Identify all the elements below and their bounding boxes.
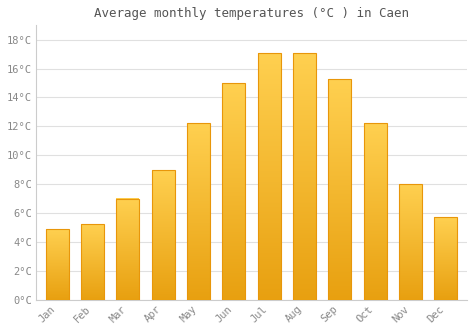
Bar (364, 123, 387, 300)
Bar (399, 184, 422, 300)
Title: Average monthly temperatures (°C ) in Caen: Average monthly temperatures (°C ) in Ca… (94, 7, 409, 20)
Bar (117, 199, 139, 300)
Bar (293, 53, 316, 300)
Bar (187, 123, 210, 300)
Bar (46, 229, 69, 300)
Bar (258, 53, 281, 300)
Bar (328, 79, 351, 300)
Bar (222, 83, 246, 300)
Bar (152, 169, 175, 300)
Bar (81, 224, 104, 300)
Bar (434, 217, 457, 300)
